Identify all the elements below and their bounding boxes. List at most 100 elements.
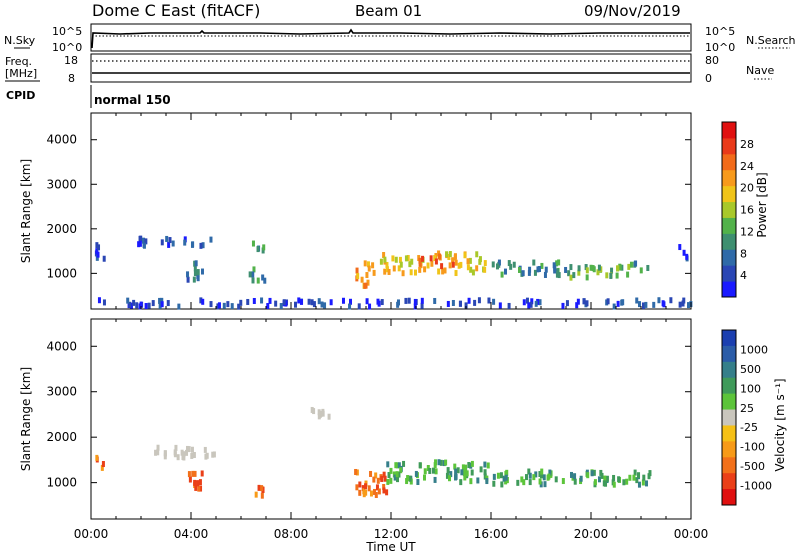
echo-cell [151, 300, 155, 307]
echo-cell [203, 446, 207, 453]
echo-cell [194, 484, 198, 491]
echo-cell [469, 462, 473, 469]
echo-cell [538, 478, 542, 485]
echo-cell [534, 471, 538, 478]
echo-cell [491, 261, 495, 268]
echo-cell [529, 301, 533, 308]
echo-cell [540, 468, 544, 475]
colorbar-tick-label: 4 [740, 269, 747, 282]
echo-cell [321, 410, 325, 417]
echo-cell [434, 459, 438, 466]
echo-cell [294, 301, 298, 308]
echo-cell [383, 475, 387, 482]
echo-cell [437, 459, 441, 466]
echo-cell [367, 265, 371, 272]
echo-cell [377, 488, 381, 495]
freq-left-tick-bottom: 8 [68, 72, 75, 85]
echo-cell [252, 297, 256, 304]
echo-cell [192, 452, 196, 459]
echo-cell [453, 253, 457, 260]
echo-cell [628, 474, 632, 481]
echo-cell [138, 240, 142, 247]
freq-label: Freq. [5, 55, 32, 68]
freq-unit: [MHz] [5, 67, 37, 80]
echo-cell [193, 479, 197, 486]
echo-cell [413, 269, 417, 276]
echo-cell [573, 473, 577, 480]
echo-cell [486, 462, 490, 469]
echo-cell [185, 445, 189, 452]
velocity-y-axis: 1000 2000 3000 4000 [46, 319, 692, 519]
echo-cell [394, 256, 398, 263]
echo-cell [584, 264, 588, 271]
echo-cell [268, 297, 272, 304]
echo-cell [641, 479, 645, 486]
echo-cell [555, 268, 559, 275]
echo-cell [385, 266, 389, 273]
echo-cell [576, 298, 580, 305]
echo-cell [382, 483, 386, 490]
echo-cell [454, 473, 458, 480]
echo-cell [372, 476, 376, 483]
echo-cell [528, 266, 532, 273]
echo-cell [142, 237, 146, 244]
echo-cell [604, 480, 608, 487]
echo-cell [251, 271, 255, 278]
echo-cell [464, 464, 468, 471]
echo-cell [222, 302, 226, 309]
echo-cell [387, 268, 391, 275]
echo-cell [358, 489, 362, 496]
echo-cell [678, 301, 682, 308]
nsky-left-tick-top: 10^5 [52, 25, 82, 38]
echo-cell [183, 239, 187, 246]
echo-cell [475, 265, 479, 272]
echo-cell [524, 474, 528, 481]
echo-cell [528, 479, 532, 486]
echo-cell [147, 302, 151, 309]
echo-cell [358, 481, 362, 488]
colorbar-tick-label: 500 [740, 363, 761, 376]
echo-cell [420, 297, 424, 304]
echo-cell [475, 251, 479, 258]
echo-cell [500, 271, 504, 278]
echo-cell [216, 303, 220, 310]
echo-cell [443, 267, 447, 274]
echo-cell [585, 274, 589, 281]
echo-cell [492, 298, 496, 305]
echo-cell [538, 299, 542, 306]
echo-cell [366, 279, 370, 286]
echo-cell [185, 449, 189, 456]
echo-cell [639, 267, 643, 274]
echo-cell [397, 265, 401, 272]
echo-cell [382, 252, 386, 259]
colorbar-swatch [722, 233, 736, 250]
echo-cell [453, 463, 457, 470]
echo-cell [182, 451, 186, 458]
echo-cell [532, 474, 536, 481]
echo-cell [632, 474, 636, 481]
y-tick-label: 2000 [46, 430, 77, 444]
echo-cell [154, 449, 158, 456]
echo-cell [191, 241, 195, 248]
echo-cell [463, 474, 467, 481]
echo-cell [557, 259, 561, 266]
echo-cell [282, 299, 286, 306]
echo-cell [237, 303, 241, 310]
echo-cell [371, 262, 375, 269]
colorbar-frame [721, 329, 737, 506]
echo-cell [577, 269, 581, 276]
echo-cell [428, 467, 432, 474]
echo-cell [137, 241, 141, 248]
echo-cell [522, 299, 526, 306]
time-x-axis: 00:00 04:00 08:00 12:00 16:00 20:00 00:00 [74, 527, 709, 541]
echo-cell [567, 270, 571, 277]
echo-cell [257, 484, 261, 491]
echo-cell [102, 255, 106, 262]
echo-cell [557, 272, 561, 279]
echo-cell [431, 467, 435, 474]
echo-cell [408, 261, 412, 268]
echo-cell [553, 265, 557, 272]
echo-cell [200, 268, 204, 275]
echo-cell [499, 472, 503, 479]
echo-cell [190, 446, 194, 453]
